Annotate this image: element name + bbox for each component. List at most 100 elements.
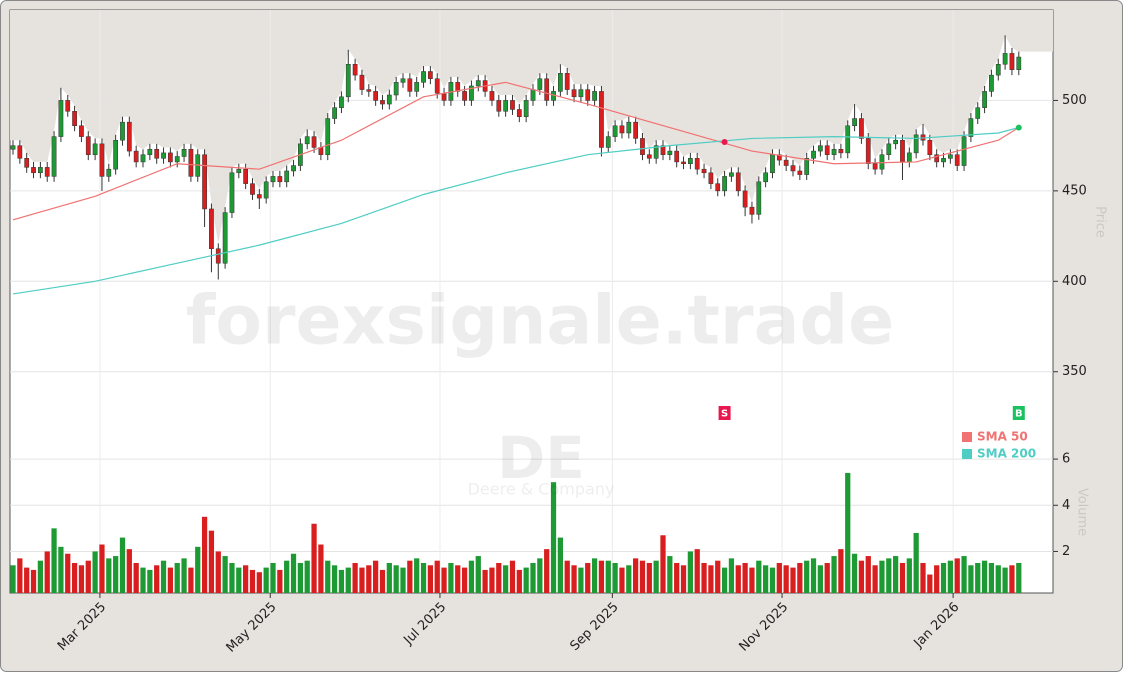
volume-bar (988, 562, 995, 593)
candle-body (530, 89, 536, 101)
volume-bar (571, 565, 577, 593)
volume-bar (735, 565, 741, 593)
candle-body (284, 170, 290, 183)
candle-body (578, 89, 584, 98)
candle-body (605, 136, 611, 148)
candle-body (831, 149, 837, 155)
volume-bar (633, 558, 639, 593)
volume-bar (756, 560, 762, 593)
volume-bar (106, 558, 112, 593)
candle-body (1009, 53, 1015, 70)
candle-body (106, 168, 112, 177)
candle-body (222, 212, 228, 264)
volume-bar (783, 565, 789, 593)
candle-body (126, 121, 132, 152)
candle-body (797, 170, 803, 175)
volume-bar (475, 556, 481, 593)
candle-body (352, 64, 358, 76)
legend-label: SMA 200 (977, 447, 1036, 461)
candle-body (701, 168, 707, 174)
y-axis-label: Price (1093, 206, 1108, 238)
candle-body (913, 134, 919, 154)
volume-bar (865, 556, 871, 593)
candle-body (824, 145, 830, 155)
volume-bar (687, 551, 693, 593)
candle-body (715, 183, 721, 192)
candle-body (510, 100, 515, 110)
candle-body (749, 206, 755, 215)
candle-body (688, 158, 693, 164)
volume-bar (530, 562, 536, 593)
candle-body (140, 154, 146, 163)
sma-line (12, 126, 1019, 295)
volume-bar (639, 560, 646, 593)
volume-bar (954, 558, 960, 593)
volume-bar (831, 556, 837, 593)
candle-body (304, 136, 310, 145)
volume-bar (934, 565, 940, 593)
candle-body (475, 80, 481, 87)
candle-body (168, 152, 173, 163)
volume-bar (667, 556, 673, 593)
volume-bar (30, 569, 37, 593)
volume-bar (516, 569, 522, 593)
candle-body (31, 167, 36, 174)
candle-body (414, 82, 420, 92)
candle-body (147, 149, 153, 155)
volume-bar (893, 556, 899, 593)
volume-bar (489, 567, 495, 593)
volume-bar (776, 562, 782, 593)
candle-body (544, 78, 550, 101)
candle-body (564, 73, 570, 90)
candle-body (523, 100, 529, 117)
candle-body (17, 145, 23, 159)
candle-body (393, 82, 399, 96)
candle-body (783, 159, 789, 166)
watermark: forexsignale.trade (186, 282, 895, 361)
candle-body (585, 89, 591, 101)
candle-body (790, 165, 796, 172)
candle-body (941, 158, 946, 163)
volume-bar (858, 560, 865, 593)
volume-bar (37, 560, 43, 593)
candle-body (428, 71, 433, 79)
candle-body (934, 154, 940, 163)
volume-bar (619, 567, 625, 593)
volume-bar (113, 556, 119, 593)
candle-body (503, 100, 509, 112)
volume-bar (420, 562, 427, 593)
volume-bar (968, 565, 974, 593)
volume-bar (906, 558, 912, 593)
volume-bar (126, 549, 132, 593)
candle-body (729, 172, 734, 177)
sma-line (12, 81, 1020, 221)
candle-body (852, 118, 857, 127)
volume-bar (174, 562, 180, 593)
candle-body (722, 176, 727, 192)
volume-bar (270, 562, 276, 593)
volume-bar (537, 558, 543, 593)
candle-body (968, 118, 974, 137)
volume-bar (886, 558, 892, 593)
volume-bar (981, 560, 988, 593)
volume-bar (256, 572, 262, 593)
volume-bar (434, 560, 440, 593)
volume-bar (674, 562, 680, 593)
candle-body (1002, 53, 1008, 65)
volume-bar (24, 567, 30, 593)
candle-body (441, 92, 447, 101)
volume-bar (195, 546, 201, 593)
candle-body (181, 149, 187, 157)
volume-bar (78, 565, 85, 593)
volume-bar (790, 567, 796, 593)
candle-body (667, 150, 673, 155)
candle-body (44, 167, 50, 177)
volume-bar (58, 546, 64, 593)
candle-body (359, 74, 365, 90)
volume-bar (140, 567, 146, 593)
volume-bar (359, 567, 365, 593)
candle-body (633, 121, 639, 139)
candle-body (653, 145, 659, 159)
